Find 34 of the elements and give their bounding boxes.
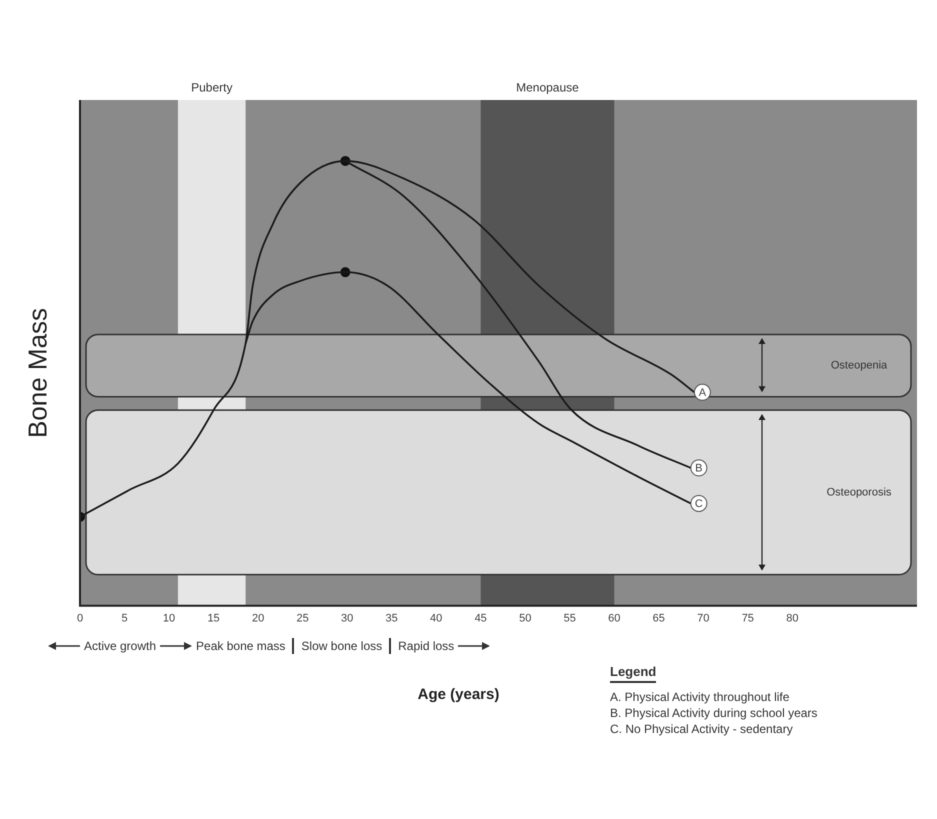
- x-tick-label: 45: [474, 612, 487, 624]
- text: Rapid loss: [398, 638, 454, 653]
- y-axis-title: Bone Mass: [22, 308, 54, 438]
- text: Slow bone loss: [301, 638, 382, 653]
- x-tick-label: 5: [121, 612, 128, 624]
- text: Peak bone mass: [196, 638, 286, 653]
- band-label: Osteoporosis: [826, 486, 892, 498]
- x-tick-label: 70: [697, 612, 710, 624]
- x-tick-label: 20: [252, 612, 264, 624]
- band-label: Osteopenia: [830, 360, 888, 372]
- series-label: B: [695, 462, 703, 474]
- x-axis-title: Age (years): [418, 686, 500, 703]
- x-tick-label: 35: [386, 612, 398, 624]
- band-label: Puberty: [191, 80, 232, 94]
- series-label: A: [698, 386, 707, 399]
- text: B. Physical Activity during school years: [610, 704, 818, 721]
- x-tick-label: 65: [652, 612, 665, 624]
- x-tick-label: 30: [341, 612, 354, 624]
- x-tick-label: 55: [564, 612, 576, 624]
- series-label: C: [694, 498, 703, 510]
- x-tick-label: 75: [742, 612, 754, 624]
- band-label: Menopause: [516, 80, 580, 94]
- x-tick-label: 10: [162, 612, 176, 624]
- x-tick-label: 40: [430, 612, 442, 624]
- x-tick-label: 25: [296, 612, 309, 624]
- text: A. Physical Activity throughout life: [610, 688, 790, 705]
- text: C. No Physical Activity - sedentary: [610, 720, 794, 737]
- x-tick-label: 50: [519, 612, 532, 624]
- text: Active growth: [84, 638, 156, 653]
- x-tick-label: 0: [76, 612, 84, 624]
- x-tick-label: 80: [786, 612, 798, 624]
- legend-title: Legend: [610, 664, 656, 683]
- x-tick-label: 60: [608, 612, 620, 624]
- x-tick-label: 15: [207, 612, 220, 624]
